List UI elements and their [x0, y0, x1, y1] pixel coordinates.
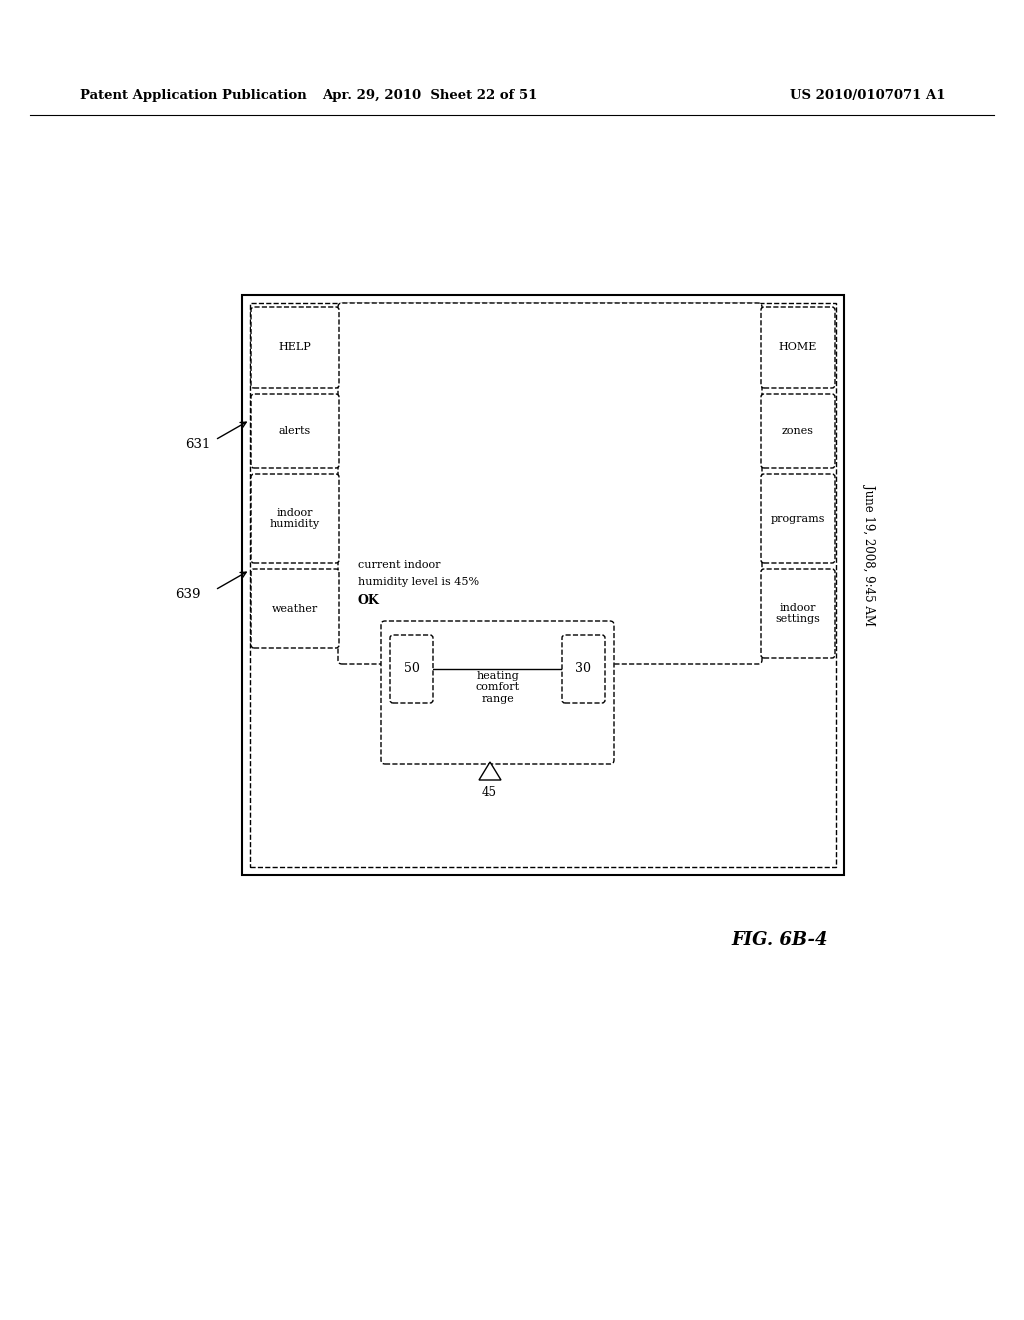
FancyBboxPatch shape: [761, 393, 835, 469]
Bar: [242, 294, 844, 875]
Text: heating
comfort
range: heating comfort range: [475, 671, 519, 704]
Text: alerts: alerts: [279, 426, 311, 436]
Text: OK: OK: [358, 594, 380, 606]
Text: Patent Application Publication: Patent Application Publication: [80, 88, 307, 102]
FancyBboxPatch shape: [251, 474, 339, 564]
FancyBboxPatch shape: [251, 308, 339, 388]
Text: programs: programs: [771, 513, 825, 524]
Text: 45: 45: [482, 785, 497, 799]
Text: indoor
settings: indoor settings: [775, 603, 820, 624]
Text: humidity level is 45%: humidity level is 45%: [358, 577, 479, 587]
FancyBboxPatch shape: [251, 569, 339, 648]
FancyBboxPatch shape: [251, 393, 339, 469]
FancyBboxPatch shape: [562, 635, 605, 704]
Text: 639: 639: [175, 589, 201, 602]
FancyBboxPatch shape: [338, 304, 762, 664]
Text: US 2010/0107071 A1: US 2010/0107071 A1: [790, 88, 945, 102]
Text: 50: 50: [403, 663, 420, 676]
FancyBboxPatch shape: [390, 635, 433, 704]
Bar: [250, 304, 836, 867]
Text: Apr. 29, 2010  Sheet 22 of 51: Apr. 29, 2010 Sheet 22 of 51: [323, 88, 538, 102]
Text: HELP: HELP: [279, 342, 311, 352]
FancyBboxPatch shape: [761, 308, 835, 388]
Text: weather: weather: [272, 603, 318, 614]
Text: FIG. 6B-4: FIG. 6B-4: [732, 931, 828, 949]
FancyBboxPatch shape: [381, 620, 614, 764]
Text: 631: 631: [185, 438, 210, 451]
FancyBboxPatch shape: [761, 474, 835, 564]
FancyBboxPatch shape: [761, 569, 835, 657]
Text: HOME: HOME: [779, 342, 817, 352]
Text: indoor
humidity: indoor humidity: [270, 508, 321, 529]
Text: June 19, 2008, 9:45 AM: June 19, 2008, 9:45 AM: [862, 484, 876, 626]
Text: current indoor: current indoor: [358, 560, 440, 570]
Text: zones: zones: [782, 426, 814, 436]
Text: 30: 30: [575, 663, 592, 676]
Polygon shape: [479, 762, 501, 780]
